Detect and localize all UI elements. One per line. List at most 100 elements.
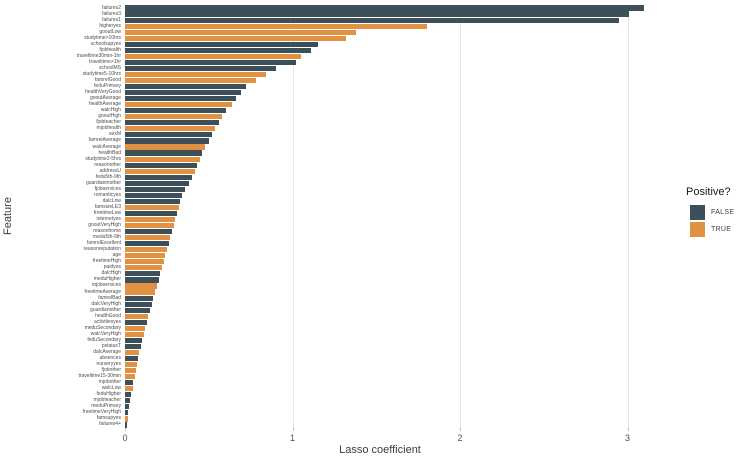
y-tick-label: reasonreputation [83,246,121,253]
y-tick-label: freetimeVeryHigh [82,409,121,416]
x-tick-mark [460,428,461,431]
x-axis-title: Lasso coefficient [339,444,421,456]
legend-row-false: FALSE [686,205,746,222]
bar-famsizeLE3 [125,204,179,210]
bar-walcAverage [125,144,206,150]
bar-dalcAverage [125,349,140,356]
bar-nurseryyes [125,361,137,368]
legend: Positive? FALSE TRUE [686,186,746,239]
bar-fjobservices [125,186,186,192]
y-tick-label: famrelAverage [88,137,121,144]
bar-mjobhealth [125,126,216,132]
bar-guardianother [125,307,151,313]
bar-internetyes [125,216,176,223]
bar-famrelAverage [125,138,209,144]
y-tick-label: higheryes [99,22,121,29]
bar-sexM [125,132,213,138]
bar-walcHigh [125,108,226,114]
bar-meduSecondary [125,325,146,331]
y-tick-label: mjobteacher [93,397,121,404]
bar-feduHigher [125,392,131,398]
y-tick-label: meduPrimary [91,403,121,410]
bar-traveltime30min-1hr [125,53,301,59]
bar-healthVeryGood [125,90,241,96]
y-tick-label: schoolMS [99,64,121,71]
y-tick-label: absences [99,355,121,361]
x-tick-mark [627,428,629,431]
y-tick-label: gooutVeryHigh [88,222,121,229]
y-tick-label: sexM [109,131,121,138]
bar-freetimeHigh [125,259,164,265]
y-tick-label: internetyes [96,216,121,223]
bar-mjobservices [125,283,157,289]
y-tick-label: famrelGood [94,77,121,84]
bar-freetimeLow [125,210,177,217]
bar-guardianmother [125,180,189,186]
x-tick-label: 3 [624,433,630,443]
y-tick-label: healthVeryGood [85,89,121,96]
bar-addressU [125,168,196,174]
y-tick-label: traveltime30min-1hr [76,52,121,59]
legend-swatch-false [690,205,705,220]
plot-area [125,5,745,428]
y-tick-label: pstatusT [101,342,121,349]
y-tick-label: traveltime>1hr [89,58,121,65]
bar-mjobother [125,380,134,386]
bar-famrelExcellent [125,241,169,247]
y-tick-label: mjobservices [91,282,121,289]
bar-fjobhealth [125,47,311,53]
y-tick-label: guardianother [90,306,121,313]
bar-freetimeAverage [125,289,156,295]
y-tick-label: freetimeAverage [84,288,121,295]
bar-romanticyes [125,192,182,198]
bar-pstatusT [125,343,141,349]
bar-reasonother [125,162,198,168]
bar-walcVeryHigh [125,331,145,337]
bar-traveltime15-30min [125,374,136,380]
gridline-x-2 [460,5,461,428]
y-tick-label: freetimeLow [93,209,121,216]
bar-gooutLow [125,29,357,35]
bar-medu5th-9th [125,235,171,241]
bar-healthGood [125,313,149,319]
y-tick-label: studytime>10hrs [84,34,121,41]
y-tick-label: schoolsupyes [90,40,121,47]
y-tick-label: age [112,252,121,259]
y-tick-label: healthGood [95,312,121,319]
bar-healthBad [125,150,203,156]
bar-absences [125,355,138,362]
y-tick-label: walcLow [101,385,121,392]
bar-dalcVeryHigh [125,301,152,307]
y-tick-label: mjobother [98,379,121,386]
bar-gooutVeryHigh [125,222,174,229]
y-tick-label: freetimeHigh [92,258,121,265]
gridline-x-0 [125,5,126,428]
bar-fjobteacher [125,120,219,126]
y-tick-label: gooutLow [99,28,121,35]
y-tick-label: gooutHigh [98,113,121,120]
bar-gooutHigh [125,114,223,120]
y-tick-label: fedu5th-9th [95,173,121,180]
y-tick-label: reasonother [94,161,121,168]
y-tick-label: fjobhealth [99,46,121,53]
y-tick-label: activitiesyes [94,318,121,325]
x-tick-mark [292,428,294,431]
x-tick-label: 1 [289,433,295,443]
bar-healthAverage [125,102,233,108]
y-tick-label: healthAverage [88,101,121,108]
bar-failures3 [125,11,630,17]
bar-failures1 [125,17,620,23]
y-tick-label: feduSecondary [87,336,121,343]
y-tick-label: gooutAverage [89,95,121,102]
y-tick-label: romanticyes [94,191,121,198]
bar-mjobteacher [125,398,131,404]
bar-walcLow [125,386,133,392]
bar-traveltime>1hr [125,59,296,65]
bar-reasonhome [125,229,172,235]
y-tick-label: addressU [99,167,121,174]
bar-famsupyes [125,416,128,422]
y-tick-label: famsizeLE3 [94,203,121,210]
gridline-x-3 [627,5,629,428]
bar-higheryes [125,23,427,29]
